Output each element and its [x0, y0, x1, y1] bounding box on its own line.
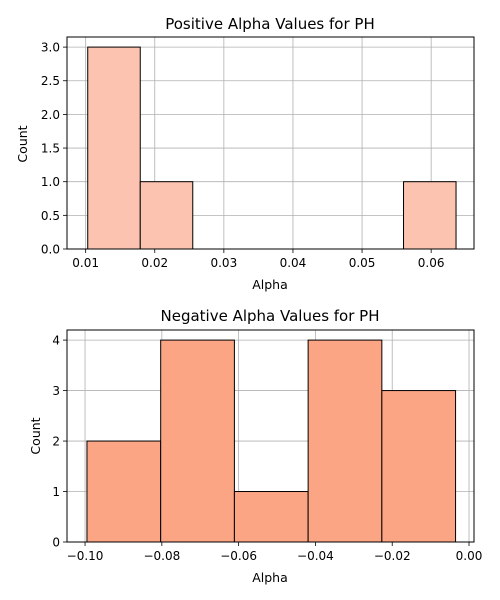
x-axis-label: Alpha — [252, 570, 288, 585]
histogram-bar — [403, 181, 457, 250]
plot-frame — [66, 36, 475, 250]
x-tick-label: 0.02 — [141, 256, 168, 270]
y-tick-label: 2.0 — [41, 108, 60, 122]
y-tick-label: 1.5 — [41, 142, 60, 156]
histogram-bar — [307, 339, 383, 543]
chart-title: Negative Alpha Values for PH — [161, 307, 380, 325]
histogram-bar — [87, 46, 141, 250]
x-tick-label: −0.04 — [297, 549, 334, 563]
positive-alpha-panel: Positive Alpha Values for PH Alpha Count… — [15, 15, 475, 292]
x-tick-label: 0.05 — [349, 256, 376, 270]
y-tick-label: 0.0 — [41, 243, 60, 257]
chart-title: Positive Alpha Values for PH — [165, 15, 375, 33]
histogram-bar — [381, 390, 457, 543]
x-tick-label: 0.03 — [210, 256, 237, 270]
x-tick-label: −0.08 — [143, 549, 180, 563]
histogram-bar — [139, 181, 194, 250]
y-tick-label: 0.5 — [41, 209, 60, 223]
x-axis-label: Alpha — [252, 277, 288, 292]
y-tick-label: 0 — [52, 536, 60, 550]
y-axis-label: Count — [28, 417, 43, 454]
histogram-bar — [86, 440, 162, 543]
plot-frame — [66, 329, 475, 543]
histogram-bar — [160, 339, 235, 543]
x-tick-label: 0.04 — [280, 256, 307, 270]
y-tick-label: 2.5 — [41, 74, 60, 88]
y-tick-label: 3.0 — [41, 41, 60, 55]
x-tick-label: 0.00 — [456, 549, 483, 563]
x-tick-label: −0.02 — [374, 549, 411, 563]
y-tick-label: 2 — [52, 435, 60, 449]
y-tick-label: 1.0 — [41, 175, 60, 189]
y-axis-label: Count — [15, 125, 30, 162]
x-tick-label: −0.06 — [220, 549, 257, 563]
y-tick-label: 1 — [52, 485, 60, 499]
negative-alpha-panel: Negative Alpha Values for PH Alpha Count… — [28, 307, 482, 585]
x-tick-label: 0.06 — [418, 256, 445, 270]
x-tick-label: 0.01 — [72, 256, 99, 270]
y-tick-label: 3 — [52, 384, 60, 398]
y-tick-label: 4 — [52, 334, 60, 348]
histogram-bars — [87, 46, 457, 250]
histogram-bar — [233, 491, 309, 543]
axis-ticks: −0.10 −0.08 −0.06 −0.04 −0.02 0.00 0 1 2 3 4 — [52, 334, 482, 563]
axis-ticks: 0.01 0.02 0.03 0.04 0.05 0.06 0.0 0.5 1.0 1.5 2.0 2… — [41, 41, 445, 270]
x-tick-label: −0.10 — [67, 549, 104, 563]
